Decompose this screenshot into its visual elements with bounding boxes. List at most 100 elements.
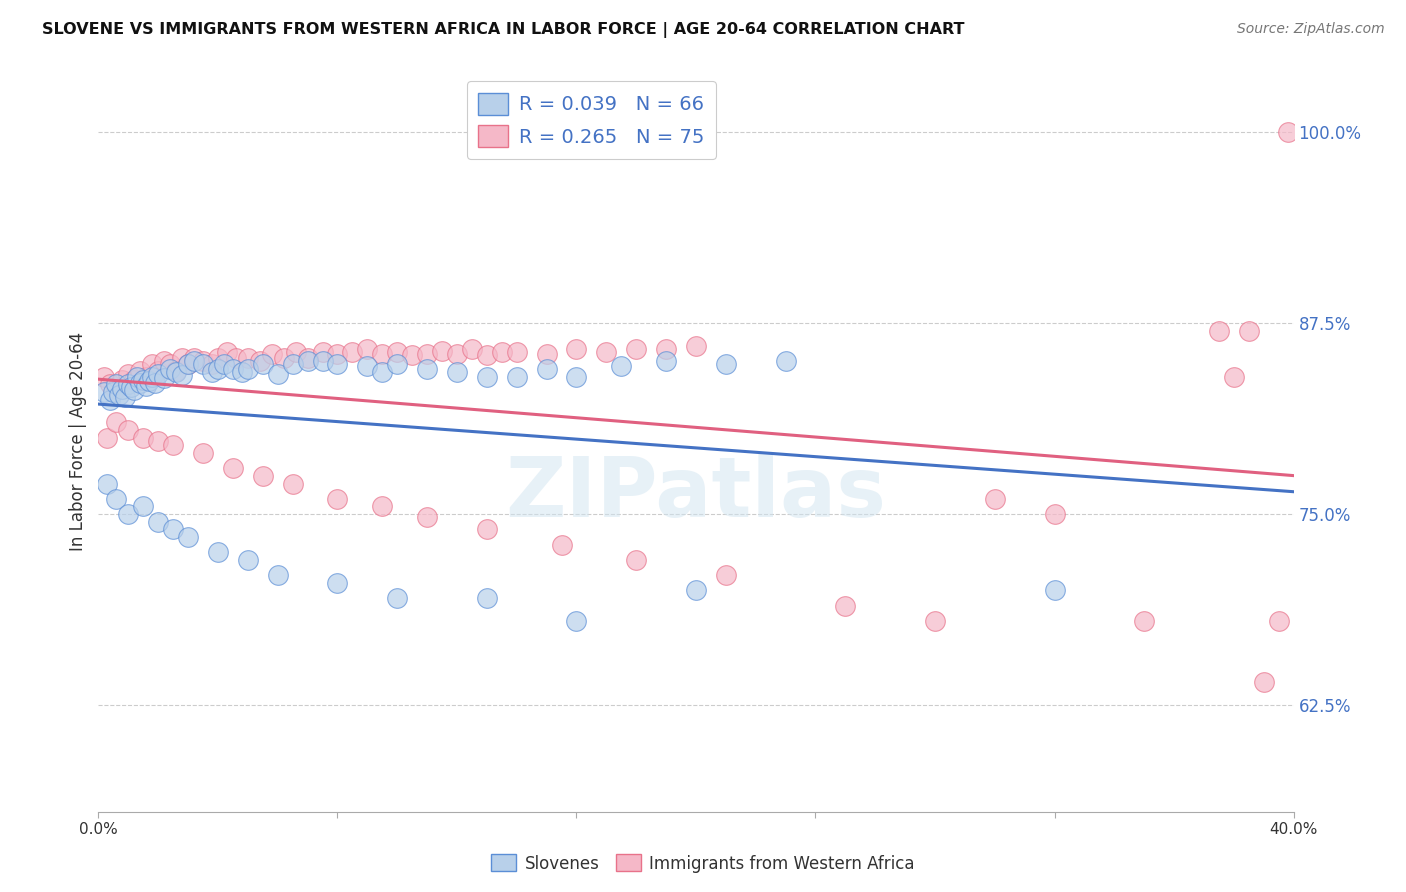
Point bbox=[273, 351, 295, 366]
Point bbox=[610, 359, 633, 373]
Point bbox=[297, 351, 319, 366]
Point bbox=[120, 380, 142, 394]
Point bbox=[685, 583, 707, 598]
Point bbox=[284, 345, 307, 359]
Point bbox=[148, 434, 170, 448]
Point bbox=[371, 365, 394, 379]
Point bbox=[124, 373, 146, 387]
Point bbox=[475, 348, 498, 362]
Point bbox=[475, 591, 498, 605]
Point bbox=[834, 599, 856, 613]
Point bbox=[446, 347, 468, 361]
Point bbox=[1223, 369, 1246, 384]
Point bbox=[135, 369, 157, 384]
Point bbox=[281, 358, 304, 372]
Point bbox=[124, 384, 146, 398]
Point bbox=[1237, 324, 1260, 338]
Point bbox=[159, 362, 181, 376]
Point bbox=[138, 374, 160, 388]
Point bbox=[326, 358, 349, 372]
Point bbox=[172, 351, 194, 366]
Point bbox=[148, 367, 170, 381]
Legend: R = 0.039   N = 66, R = 0.265   N = 75: R = 0.039 N = 66, R = 0.265 N = 75 bbox=[467, 81, 716, 159]
Point bbox=[191, 354, 214, 368]
Point bbox=[103, 384, 125, 399]
Point bbox=[117, 423, 139, 437]
Point bbox=[236, 362, 259, 376]
Point bbox=[135, 379, 157, 393]
Point bbox=[96, 431, 118, 445]
Text: SLOVENE VS IMMIGRANTS FROM WESTERN AFRICA IN LABOR FORCE | AGE 20-64 CORRELATION: SLOVENE VS IMMIGRANTS FROM WESTERN AFRIC… bbox=[42, 22, 965, 38]
Point bbox=[141, 358, 163, 372]
Point bbox=[162, 522, 184, 536]
Text: Source: ZipAtlas.com: Source: ZipAtlas.com bbox=[1237, 22, 1385, 37]
Point bbox=[297, 354, 319, 368]
Point bbox=[655, 354, 678, 368]
Point bbox=[371, 500, 394, 514]
Point bbox=[207, 351, 229, 366]
Point bbox=[536, 362, 558, 376]
Point bbox=[1277, 125, 1299, 139]
Point bbox=[385, 345, 409, 359]
Point bbox=[252, 469, 274, 483]
Point bbox=[117, 377, 139, 392]
Point bbox=[1043, 583, 1066, 598]
Point bbox=[252, 358, 274, 372]
Point bbox=[475, 522, 498, 536]
Point bbox=[117, 507, 139, 521]
Point bbox=[165, 365, 187, 379]
Point bbox=[132, 373, 155, 387]
Point bbox=[311, 354, 333, 368]
Point bbox=[626, 342, 648, 356]
Point bbox=[222, 362, 245, 376]
Point bbox=[105, 491, 128, 506]
Point bbox=[172, 368, 194, 383]
Point bbox=[93, 384, 115, 399]
Point bbox=[108, 388, 131, 402]
Point bbox=[1253, 675, 1275, 690]
Point bbox=[153, 354, 176, 368]
Text: ZIPatlas: ZIPatlas bbox=[506, 453, 886, 534]
Point bbox=[475, 369, 498, 384]
Point bbox=[143, 376, 166, 390]
Point bbox=[249, 354, 271, 368]
Point bbox=[191, 358, 214, 372]
Point bbox=[1208, 324, 1230, 338]
Point bbox=[105, 416, 128, 430]
Point bbox=[98, 377, 122, 392]
Point bbox=[416, 362, 439, 376]
Point bbox=[1043, 507, 1066, 521]
Point bbox=[141, 369, 163, 384]
Point bbox=[401, 348, 423, 362]
Point bbox=[714, 568, 737, 582]
Point bbox=[281, 476, 304, 491]
Point bbox=[565, 342, 588, 356]
Point bbox=[236, 351, 259, 366]
Point bbox=[326, 575, 349, 590]
Point bbox=[714, 358, 737, 372]
Point bbox=[207, 362, 229, 376]
Point bbox=[416, 510, 439, 524]
Point bbox=[326, 491, 349, 506]
Point bbox=[129, 363, 152, 377]
Point bbox=[148, 515, 170, 529]
Point bbox=[267, 568, 290, 582]
Point bbox=[212, 358, 235, 372]
Point bbox=[177, 358, 200, 372]
Point bbox=[207, 545, 229, 559]
Point bbox=[536, 347, 558, 361]
Point bbox=[127, 369, 149, 384]
Legend: Slovenes, Immigrants from Western Africa: Slovenes, Immigrants from Western Africa bbox=[485, 847, 921, 880]
Point bbox=[775, 354, 797, 368]
Point bbox=[311, 345, 333, 359]
Point bbox=[201, 365, 224, 379]
Point bbox=[129, 376, 152, 390]
Point bbox=[1133, 614, 1156, 628]
Point bbox=[565, 614, 588, 628]
Point bbox=[356, 342, 378, 356]
Point bbox=[236, 553, 259, 567]
Point bbox=[201, 358, 224, 372]
Point bbox=[215, 345, 238, 359]
Point bbox=[260, 347, 283, 361]
Point bbox=[371, 347, 394, 361]
